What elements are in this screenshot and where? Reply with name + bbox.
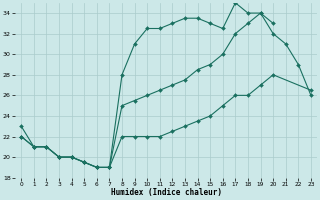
X-axis label: Humidex (Indice chaleur): Humidex (Indice chaleur) — [111, 188, 221, 197]
